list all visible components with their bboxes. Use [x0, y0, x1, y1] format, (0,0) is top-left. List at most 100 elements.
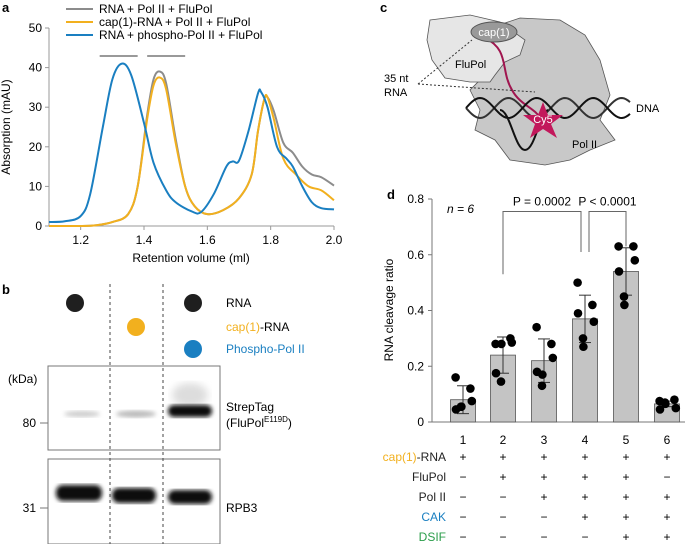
legend-cap-rna: cap(1)-RNA — [226, 320, 289, 334]
category-label: 6 — [664, 433, 671, 447]
cleavage-bar-chart: RNA cleavage ratio n = 6 0 0.2 0.4 0.6 0.8 1… — [382, 192, 685, 544]
data-point — [457, 402, 466, 411]
data-point — [619, 292, 629, 301]
x-tick-label: 1.6 — [199, 233, 216, 247]
dna-strand-1 — [465, 97, 631, 120]
cy5-label: Cy5 — [533, 114, 553, 126]
condition-label: cap(1)-RNA — [383, 450, 446, 464]
legend-rna: RNA — [226, 296, 251, 310]
band-strep-lane3 — [168, 405, 212, 417]
condition-sign: + — [663, 490, 670, 504]
data-point — [466, 384, 475, 393]
data-point — [507, 338, 517, 347]
y-tick-label: 40 — [29, 61, 43, 75]
y-tick-label: 10 — [29, 179, 43, 193]
flupol-end: ) — [288, 416, 292, 430]
x-tick-label: 1.4 — [136, 233, 153, 247]
y-axis-label: Absorption (mAU) — [0, 79, 13, 174]
n-label: n = 6 — [447, 202, 474, 216]
data-point — [548, 353, 558, 363]
data-point — [578, 334, 588, 343]
condition-sign: + — [499, 470, 506, 484]
condition-sign: − — [581, 530, 588, 544]
condition-sign: + — [663, 510, 670, 524]
condition-sign: − — [459, 530, 466, 544]
significance-bracket — [588, 211, 627, 252]
condition-label: DSIF — [419, 530, 446, 544]
condition-label: FluPol — [412, 470, 446, 484]
panel-label-b: b — [2, 282, 10, 297]
data-point — [620, 300, 629, 310]
flupol-label: (FluPolE119D) — [226, 415, 292, 430]
lane2-cap-rna-dot — [127, 318, 145, 336]
panel-label-d: d — [387, 187, 395, 202]
condition-prefix: cap(1) — [383, 450, 417, 464]
condition-sign: + — [622, 490, 629, 504]
category-label: 1 — [460, 433, 467, 447]
rna-label-1: 35 nt — [384, 73, 408, 85]
marker-80: 80 — [23, 416, 37, 430]
y-tick-label: 20 — [29, 140, 43, 154]
y-tick-label: 0.6 — [407, 248, 424, 262]
condition-sign: − — [540, 510, 547, 524]
rna-strand — [484, 37, 541, 119]
data-point — [671, 403, 681, 413]
data-point — [655, 405, 665, 414]
condition-sign: − — [459, 490, 466, 504]
data-point — [589, 317, 599, 326]
condition-sign: + — [499, 450, 506, 464]
condition-sign: − — [499, 530, 506, 544]
condition-suffix: -RNA — [417, 450, 446, 464]
condition-sign: − — [499, 510, 506, 524]
band-strep-lane2 — [116, 410, 156, 418]
y-tick-label: 0.8 — [407, 192, 424, 206]
y-tick-label: 0.2 — [407, 359, 424, 373]
data-point — [537, 381, 547, 391]
x-tick-label: 1.8 — [262, 233, 279, 247]
band-strep-lane1 — [64, 411, 100, 417]
cap-label: cap(1) — [478, 27, 509, 39]
y-tick-label: 30 — [29, 100, 43, 114]
panel-label-a: a — [2, 0, 10, 15]
condition-sign: − — [540, 530, 547, 544]
kda-label: (kDa) — [8, 372, 37, 386]
band-strep-lane3-smear — [172, 383, 208, 407]
data-point — [588, 300, 597, 310]
western-blot: RNA cap(1)-RNA Phospho-Pol II (kDa) 80 3… — [8, 284, 305, 544]
data-point — [451, 373, 460, 382]
data-point — [661, 399, 670, 409]
condition-sign: − — [663, 470, 670, 484]
condition-sign: + — [581, 510, 588, 524]
y-axis-label: RNA cleavage ratio — [382, 258, 396, 361]
data-point — [547, 339, 556, 349]
condition-sign: + — [540, 450, 547, 464]
condition-sign: + — [663, 450, 670, 464]
data-point — [532, 322, 541, 332]
condition-label: Pol II — [419, 490, 446, 504]
legend-cap-suffix: -RNA — [260, 320, 289, 334]
lane1-rna-dot — [66, 294, 84, 312]
dna-label: DNA — [636, 103, 660, 115]
data-point — [573, 278, 582, 287]
y-tick-label: 50 — [29, 21, 43, 35]
rpb3-label: RPB3 — [226, 501, 258, 515]
flupol-sup: E119D — [264, 415, 288, 424]
rna-label-2: RNA — [384, 87, 408, 99]
chromatogram-chart: 0 10 20 30 40 50 1.2 1.4 1.6 1.8 2.0 RNA + Pol II … — [0, 2, 343, 265]
p-value-label: P = 0.0002 — [513, 195, 571, 209]
data-point — [467, 396, 477, 406]
x-tick-label: 2.0 — [326, 233, 343, 247]
panel-label-c: c — [380, 0, 387, 15]
condition-sign: + — [540, 490, 547, 504]
significance-bracket — [502, 211, 582, 275]
lane3-phospho-pol2-dot — [184, 340, 202, 358]
data-point — [497, 339, 506, 349]
condition-sign: + — [622, 530, 629, 544]
series-line-3 — [48, 62, 335, 224]
category-label: 3 — [541, 433, 548, 447]
lane3-rna-dot — [184, 294, 202, 312]
p-value-label: P < 0.0001 — [578, 195, 636, 209]
condition-label: CAK — [421, 510, 446, 524]
legend-label: RNA + Pol II + FluPol — [99, 2, 212, 16]
